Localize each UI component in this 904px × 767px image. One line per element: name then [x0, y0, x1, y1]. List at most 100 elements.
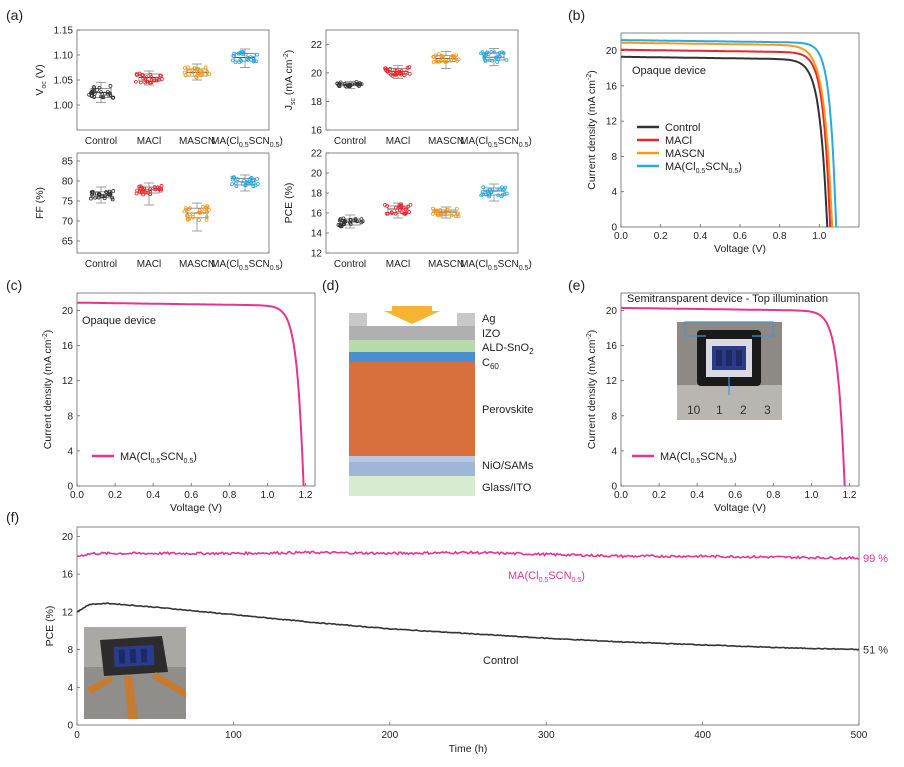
x-tick-label: 1.0: [812, 231, 826, 242]
y-tick-label: 16: [311, 209, 323, 220]
izo-layer: [349, 326, 475, 340]
data-point: [90, 192, 94, 197]
y-tick-label: 22: [311, 40, 323, 51]
data-point: [498, 187, 502, 192]
x-tick-label: 0.6: [733, 231, 747, 242]
data-point: [149, 80, 154, 85]
data-point: [141, 76, 146, 81]
data-point: [134, 79, 138, 84]
data-point: [186, 207, 191, 211]
panel-label-e: (e): [568, 277, 585, 293]
data-point: [399, 69, 404, 73]
x-tick-label: 300: [538, 730, 555, 741]
data-point: [203, 65, 208, 70]
data-point: [490, 58, 495, 63]
data-point: [187, 69, 192, 74]
data-point: [355, 82, 360, 87]
y-tick-label: 0: [67, 482, 73, 493]
x-tick-label: 0.2: [108, 490, 122, 501]
data-point: [502, 192, 507, 197]
x-tick-label: Control: [85, 259, 117, 270]
data-point: [384, 211, 389, 216]
jv-curves-opaque-four: 0.0 0.2 0.4 0.6 0.8 1.0 0 4 8 12 16 20 Voltage (V) Cu…: [586, 32, 860, 255]
plot-frame: [76, 152, 270, 254]
data-point: [183, 73, 188, 78]
data-point: [190, 72, 194, 77]
data-point: [401, 205, 406, 210]
layer-label-perovskite: Perovskite: [482, 404, 533, 416]
y-tick-label: 14: [311, 229, 323, 240]
y-tick-label: 85: [62, 157, 74, 168]
y-tick-label: 8: [611, 411, 617, 422]
data-point: [440, 57, 445, 61]
legend-label-2: MASCN: [665, 148, 705, 160]
data-point: [402, 73, 407, 78]
data-point: [204, 218, 209, 223]
data-point: [397, 203, 402, 208]
data-point: [110, 195, 115, 200]
plot-frame: [325, 29, 519, 131]
data-point: [486, 52, 491, 57]
data-point: [196, 210, 201, 215]
ruler-3: 3: [764, 403, 771, 417]
perovskite-layer: [349, 362, 475, 456]
illumination-arrow-icon: [384, 306, 440, 324]
data-point: [502, 188, 506, 192]
x-tick-label: Control: [85, 136, 117, 147]
stability-plot: 0 100 200 300 400 500 0 4 8 12 16 20 Time (h) PCE (%)…: [44, 526, 888, 755]
data-point: [456, 57, 461, 62]
data-point: [389, 210, 394, 215]
jv-series-line-0: [621, 306, 846, 487]
ag-right-contact: [457, 313, 475, 326]
data-point: [454, 206, 459, 211]
series-label-control: Control: [483, 655, 518, 667]
y-axis-label: PCE (%): [44, 606, 56, 647]
x-tick-label: Control: [334, 259, 366, 270]
y-tick-label: 20: [311, 68, 323, 79]
layer-label-izo: IZO: [482, 328, 501, 340]
data-point: [196, 68, 201, 73]
data-point: [158, 73, 163, 78]
data-point: [346, 83, 351, 88]
x-tick-label: Control: [334, 136, 366, 147]
data-point: [449, 213, 454, 218]
y-axis-label: PCE (%): [283, 183, 295, 224]
semitransparent-device-photo: 10 1 2 3: [677, 321, 782, 420]
y-axis-label: FF (%): [34, 187, 46, 219]
data-point: [338, 223, 343, 227]
data-point: [394, 205, 398, 210]
y-tick-label: 8: [67, 645, 73, 656]
data-point: [197, 218, 201, 223]
data-point: [111, 189, 116, 193]
jv-series-line-3: [621, 39, 838, 228]
data-point: [338, 80, 343, 85]
data-point: [407, 71, 412, 76]
data-point: [196, 70, 201, 75]
data-point: [385, 204, 389, 208]
y-tick-label: 12: [606, 376, 618, 387]
data-point: [496, 193, 501, 198]
plot-title: Opaque device: [632, 65, 706, 77]
data-point: [445, 207, 450, 212]
y-tick-label: 1.00: [54, 101, 74, 112]
pce-box-plot: 12 14 16 18 20 22 PCE (%) Control MACl MASCNMA(Cl…: [283, 149, 532, 273]
y-tick-label: 4: [611, 187, 617, 198]
x-axis-label: Voltage (V): [714, 502, 766, 514]
data-point: [450, 54, 455, 58]
data-point: [242, 178, 246, 183]
data-point: [92, 86, 96, 91]
data-point: [485, 189, 490, 194]
data-point: [144, 75, 149, 80]
data-point: [231, 54, 236, 58]
legend-label-0: MA(Cl0.5SCN0.5): [120, 451, 197, 465]
y-tick-label: 0: [611, 482, 617, 493]
data-point: [390, 73, 395, 78]
x-axis-label: Voltage (V): [714, 243, 766, 255]
data-point: [230, 58, 235, 63]
data-point: [205, 209, 210, 214]
data-point: [399, 71, 404, 76]
data-point: [137, 189, 142, 194]
data-point: [243, 183, 248, 188]
retention-label-0: 99 %: [863, 553, 888, 565]
layer-label-c60: C60: [482, 357, 499, 371]
